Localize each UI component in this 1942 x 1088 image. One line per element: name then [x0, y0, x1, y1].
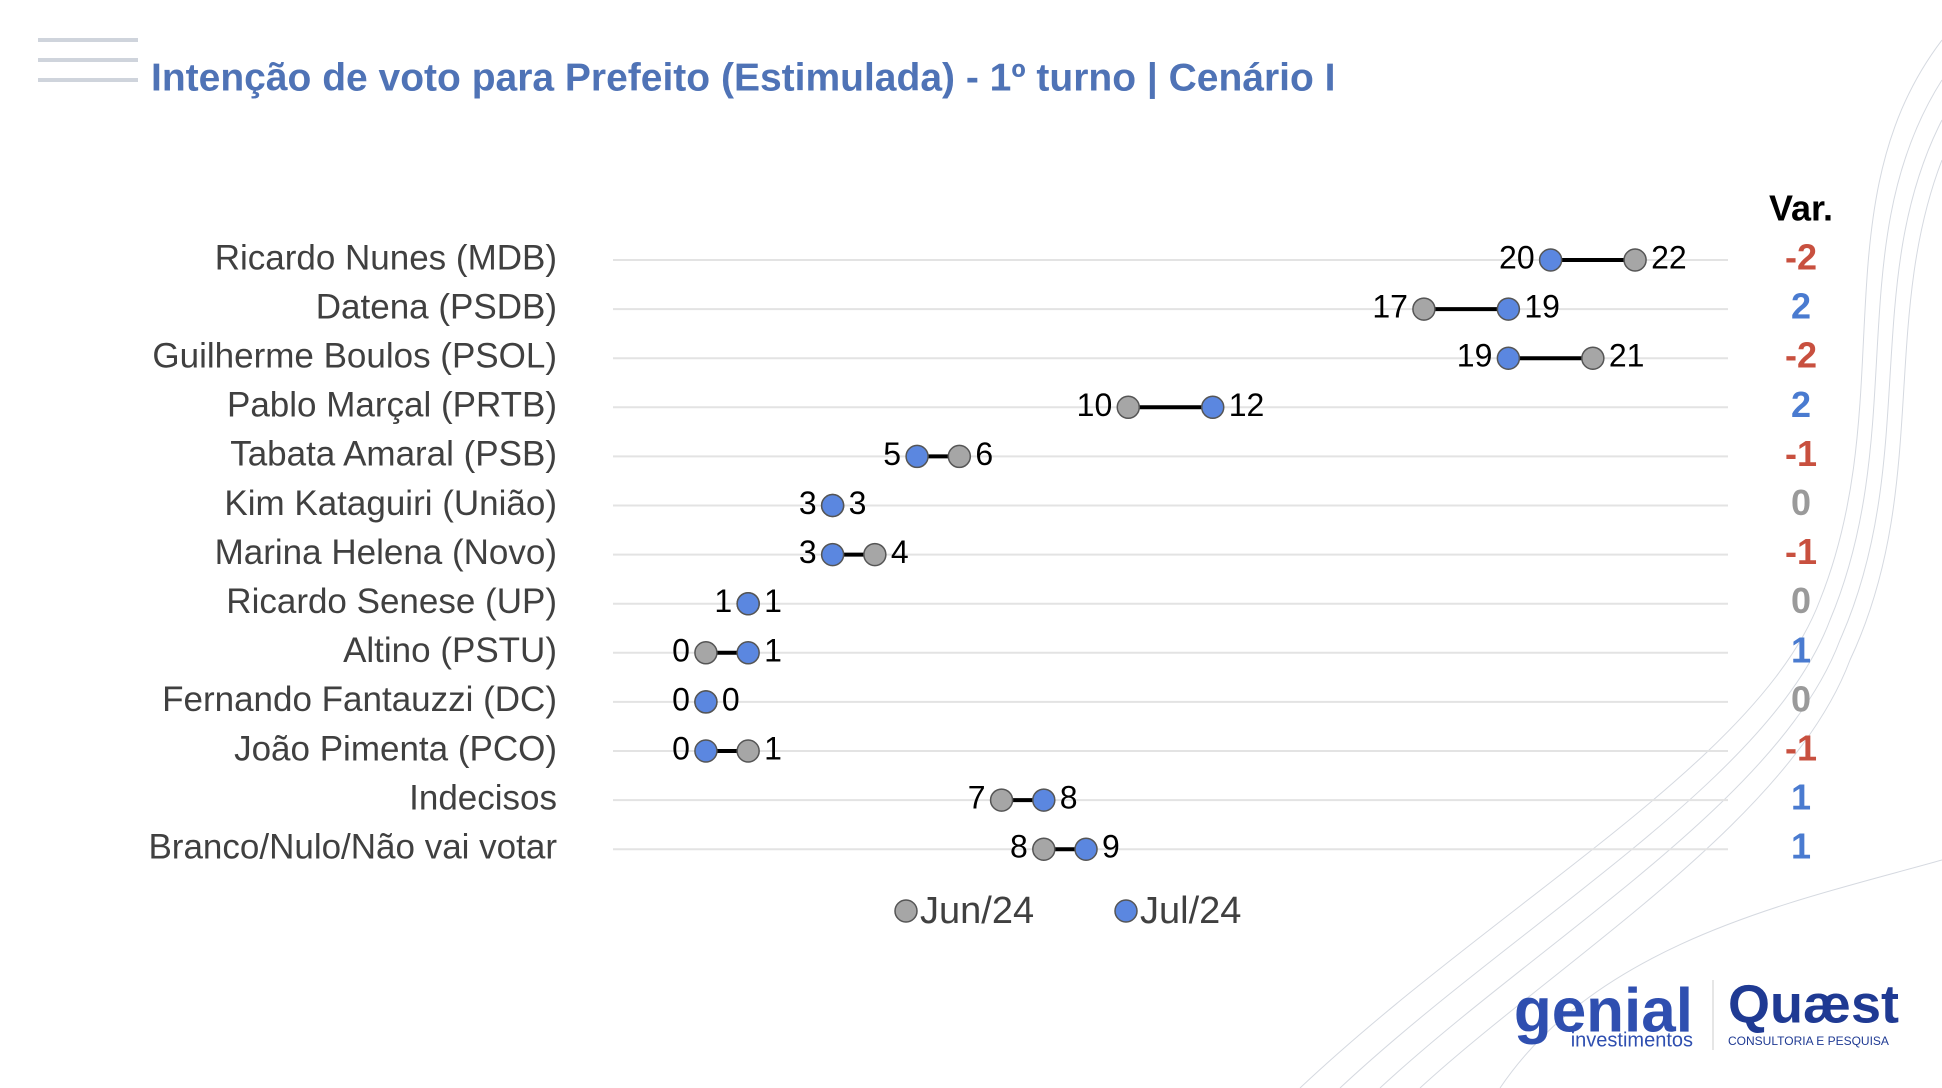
category-label: Tabata Amaral (PSB): [230, 435, 557, 474]
value-label: 8: [1060, 780, 1078, 816]
category-label: Fernando Fantauzzi (DC): [162, 680, 557, 719]
marker: [820, 542, 845, 567]
variation: -1: [1785, 531, 1817, 572]
value-label: 19: [1524, 289, 1560, 325]
legend-label: Jun/24: [920, 890, 1034, 932]
legend-label: Jul/24: [1140, 890, 1241, 932]
value-label: 1: [764, 583, 782, 619]
marker: [1116, 395, 1141, 420]
value-label: 19: [1457, 338, 1493, 374]
value-label: 0: [672, 681, 690, 717]
variation: 2: [1791, 286, 1811, 327]
value-label: 0: [672, 730, 690, 766]
marker: [820, 493, 845, 518]
value-label: 22: [1651, 239, 1687, 275]
marker: [863, 542, 887, 567]
value-label: 3: [799, 485, 817, 521]
marker: [694, 641, 718, 665]
marker: [1538, 248, 1563, 272]
marker: [989, 788, 1014, 812]
category-label: Pablo Marçal (PRTB): [227, 386, 557, 425]
legend-marker: [1114, 899, 1138, 923]
variation: -1: [1785, 728, 1817, 769]
value-label: 4: [891, 534, 909, 570]
value-label: 5: [883, 436, 901, 472]
marker: [1032, 837, 1056, 861]
marker: [1412, 297, 1436, 321]
logo: genial: [1514, 976, 1693, 1045]
marker: [1496, 346, 1521, 370]
value-label: 3: [799, 534, 817, 570]
marker: [947, 444, 972, 469]
category-label: Guilherme Boulos (PSOL): [152, 336, 557, 375]
variation: 0: [1791, 678, 1811, 719]
variation: -2: [1785, 335, 1817, 376]
marker: [736, 739, 760, 763]
value-label: 21: [1609, 338, 1645, 374]
variation: 0: [1791, 482, 1811, 523]
value-label: 6: [975, 436, 993, 472]
marker: [694, 690, 718, 714]
marker: [736, 591, 760, 616]
category-label: Ricardo Nunes (MDB): [215, 238, 557, 277]
decoration: [1299, 39, 1942, 1088]
category-label: Marina Helena (Novo): [215, 533, 557, 572]
value-label: 8: [1010, 829, 1028, 865]
value-label: 0: [722, 681, 740, 717]
marker: [1032, 788, 1056, 812]
logo-sub: investimentos: [1571, 1029, 1693, 1051]
value-label: 12: [1229, 387, 1265, 423]
variation: 2: [1791, 384, 1811, 425]
variation: 1: [1791, 629, 1811, 670]
marker: [736, 641, 760, 665]
marker: [1496, 297, 1521, 321]
marker: [1581, 346, 1605, 370]
variation: 0: [1791, 580, 1811, 621]
category-label: Kim Kataguiri (União): [224, 484, 557, 523]
legend-marker: [894, 899, 918, 923]
chart-title: Intenção de voto para Prefeito (Estimula…: [151, 56, 1336, 99]
value-label: 3: [849, 485, 867, 521]
variation: 1: [1791, 777, 1811, 818]
value-label: 1: [764, 632, 782, 668]
variation: 1: [1791, 826, 1811, 867]
value-label: 20: [1499, 239, 1535, 275]
category-label: João Pimenta (PCO): [234, 729, 557, 768]
logo: Quæst: [1728, 974, 1899, 1034]
logo-sub: CONSULTORIA E PESQUISA: [1728, 1034, 1889, 1048]
value-label: 7: [968, 780, 986, 816]
marker: [1623, 248, 1647, 272]
variation: -1: [1785, 433, 1817, 474]
category-label: Indecisos: [409, 778, 557, 817]
marker: [905, 444, 929, 469]
marker: [1200, 395, 1225, 420]
category-label: Altino (PSTU): [343, 631, 557, 670]
value-label: 1: [714, 583, 732, 619]
var-header: Var.: [1769, 188, 1833, 229]
value-label: 10: [1077, 387, 1113, 423]
category-label: Ricardo Senese (UP): [226, 582, 557, 621]
variation: -2: [1785, 237, 1817, 278]
decoration: [38, 38, 138, 82]
value-label: 17: [1372, 289, 1408, 325]
value-label: 9: [1102, 829, 1120, 865]
value-label: 1: [764, 730, 782, 766]
marker: [1074, 837, 1098, 861]
category-label: Branco/Nulo/Não vai votar: [148, 827, 557, 866]
marker: [694, 739, 718, 763]
category-label: Datena (PSDB): [316, 287, 557, 326]
value-label: 0: [672, 632, 690, 668]
